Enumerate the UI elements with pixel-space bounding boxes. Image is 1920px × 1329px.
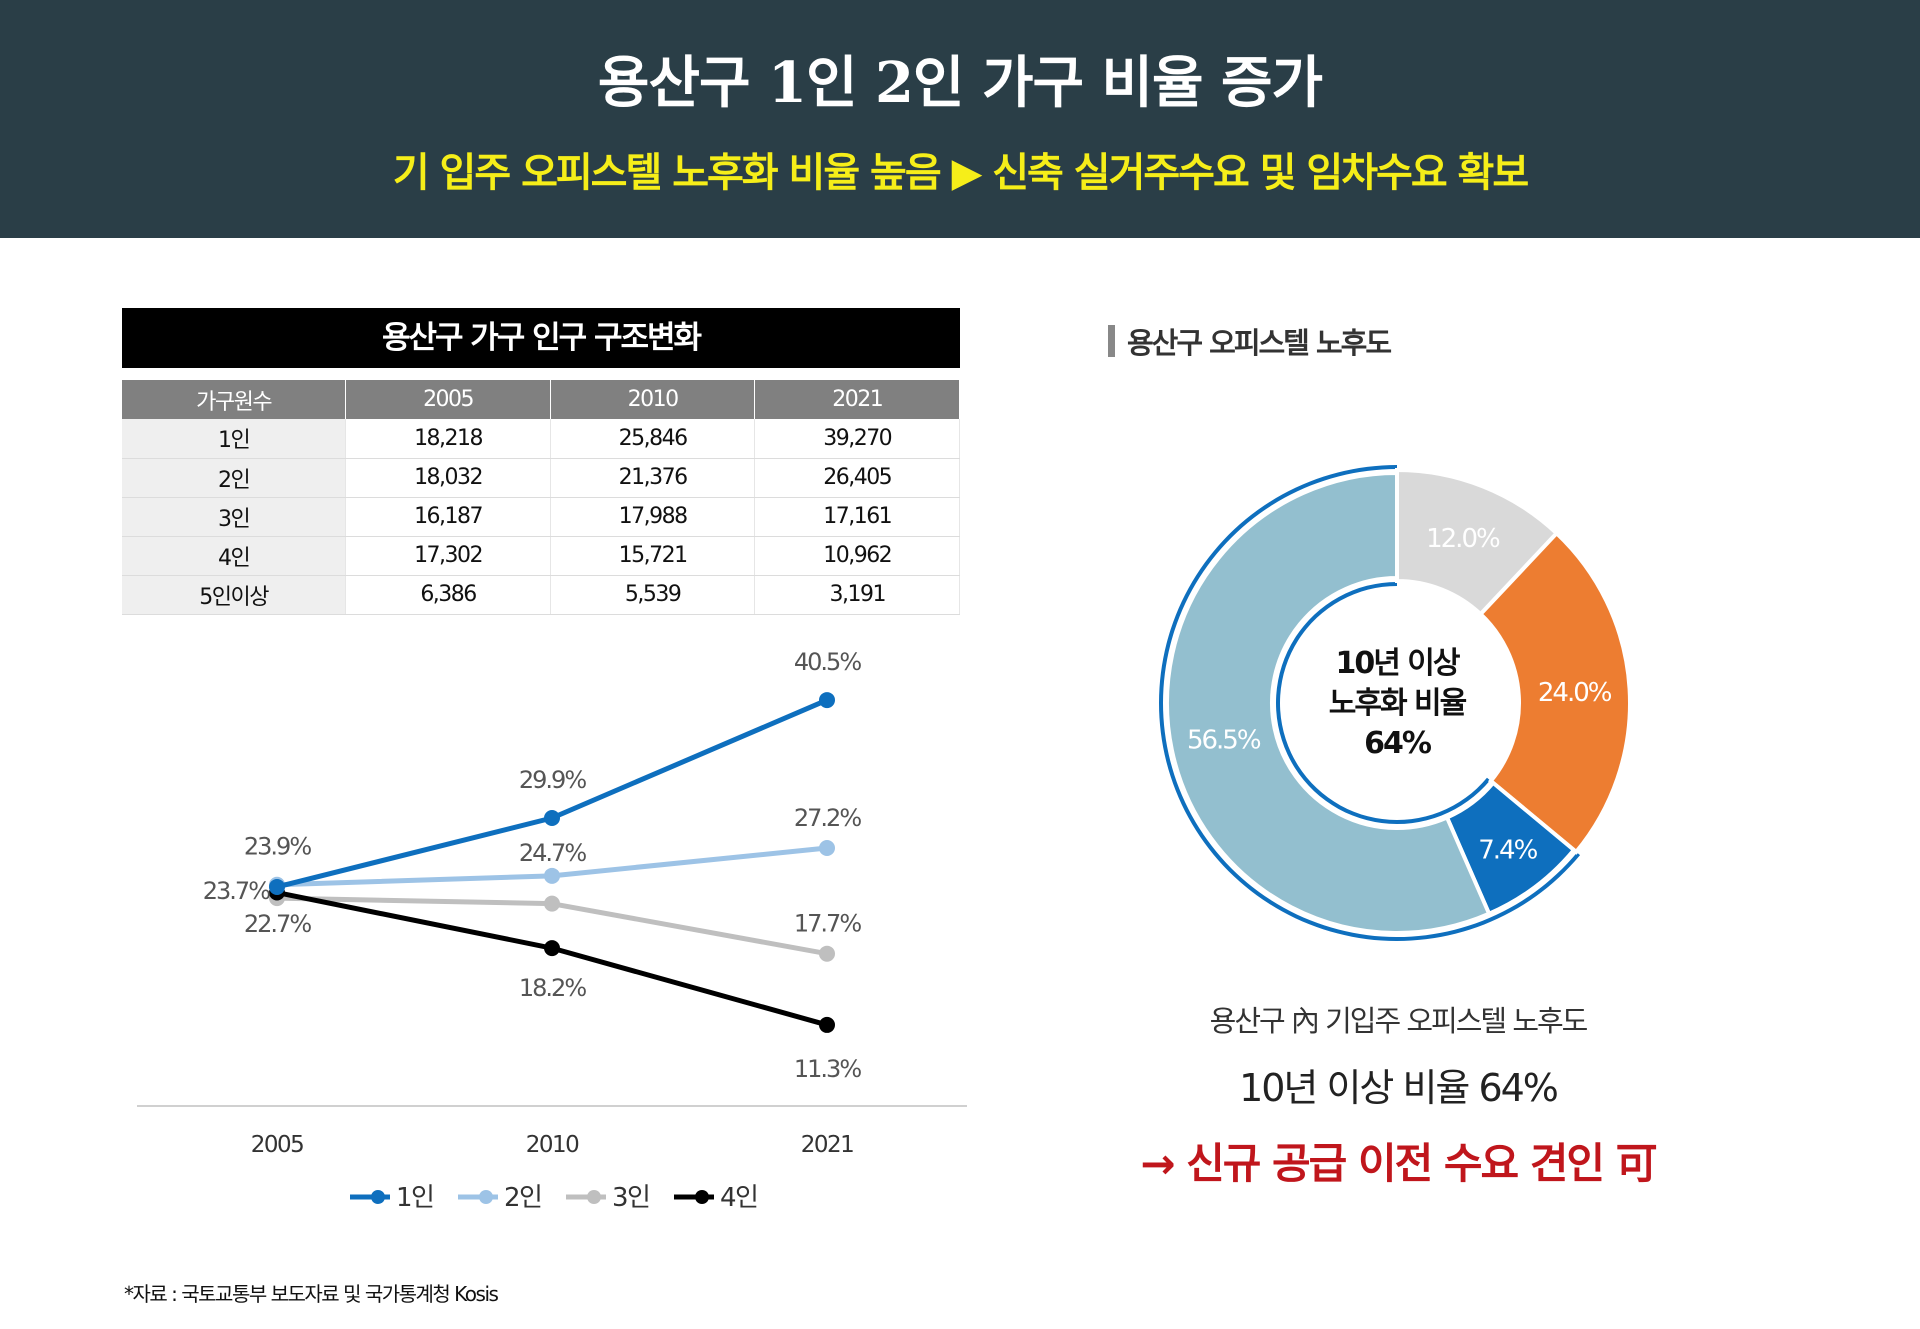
column-header: 2010 [550,380,756,419]
table-header-row: 가구원수 2005 2010 2021 [122,380,960,419]
data-point [544,895,560,912]
table-cell: 15,721 [550,536,756,576]
row-header: 5인이상 [122,575,347,615]
donut-center-label: 10년 이상 [1336,646,1461,681]
data-label: 27.2% [794,804,861,832]
donut-slice [1477,530,1632,855]
legend-label: 3인 [612,1183,649,1213]
x-tick-label: 2021 [801,1132,854,1158]
household-table: 가구원수 2005 2010 2021 1인 18,218 25,846 39,… [122,380,960,615]
table-cell: 21,376 [550,458,756,498]
data-point [819,840,835,857]
table-cell: 39,270 [754,419,960,459]
data-label: 23.7% [203,877,270,905]
data-point [544,867,560,884]
table-cell: 5,539 [550,575,756,615]
donut-caption: 용산구 內 기입주 오피스텔 노후도 [1209,1004,1589,1038]
table-cell: 17,161 [754,497,960,537]
legend-marker [587,1190,601,1204]
title-marker [1108,325,1115,357]
table-cell: 16,187 [345,497,551,537]
table-cell: 10,962 [754,536,960,576]
x-tick-label: 2010 [526,1132,579,1158]
row-header: 1인 [122,419,347,459]
table-cell: 26,405 [754,458,960,498]
slice-label: 24.0% [1538,678,1612,708]
table-row: 2인 18,032 21,376 26,405 [122,458,960,498]
table-cell: 17,302 [345,536,551,576]
data-label: 18.2% [519,974,586,1002]
table-cell: 25,846 [550,419,756,459]
data-point [269,878,285,895]
table-cell: 18,032 [345,458,551,498]
legend-marker [371,1190,385,1204]
legend-label: 1인 [396,1183,433,1213]
data-label: 22.7% [244,910,311,938]
donut-chart-title-text: 용산구 오피스텔 노후도 [1127,326,1392,360]
data-label: 23.9% [244,833,311,861]
household-ratio-line-chart: 2005 2010 2021 22.7% 17.7% 23.9% 24.7% 27.2% 18.… [137,650,967,1213]
legend: 1인 2인 3인 4인 [350,1183,759,1213]
column-header: 2005 [345,380,551,419]
slice-label: 7.4% [1478,836,1537,866]
row-header: 3인 [122,497,347,537]
table-row: 5인이상 6,386 5,539 3,191 [122,575,960,615]
table-cell: 3,191 [754,575,960,615]
donut-caption-conclusion: → 신규 공급 이전 수요 견인 可 [1140,1139,1657,1188]
table-cell: 6,386 [345,575,551,615]
data-label: 40.5% [794,650,861,676]
data-point [819,692,835,709]
table-title: 용산구 가구 인구 구조변화 [122,308,960,368]
column-header: 가구원수 [122,380,347,419]
slice-label: 56.5% [1187,725,1261,755]
data-point [544,940,560,957]
data-point [819,1016,835,1033]
page-subtitle: 기 입주 오피스텔 노후화 비율 높음 ▶ 신축 실거주수요 및 임차수요 확보 [392,150,1529,196]
data-point [819,945,835,962]
table-row: 1인 18,218 25,846 39,270 [122,419,960,459]
data-label: 17.7% [794,910,861,938]
data-label: 29.9% [519,766,586,794]
header-banner: 용산구 1인 2인 가구 비율 증가 기 입주 오피스텔 노후화 비율 높음 ▶… [0,0,1920,238]
x-tick-label: 2005 [251,1132,304,1158]
table-cell: 18,218 [345,419,551,459]
column-header: 2021 [754,380,960,419]
series-line-4인 [276,890,828,1028]
page-title: 용산구 1인 2인 가구 비율 증가 [597,50,1323,116]
table-row: 3인 16,187 17,988 17,161 [122,497,960,537]
data-label: 24.7% [519,839,586,867]
legend-marker [695,1190,709,1204]
source-note: *자료 : 국토교통부 보도자료 및 국가통계청 Kosis [124,1282,499,1306]
donut-caption-ratio: 10년 이상 비율 64% [1239,1066,1559,1110]
data-label: 11.3% [794,1055,861,1083]
row-header: 2인 [122,458,347,498]
row-header: 4인 [122,536,347,576]
donut-chart-title: 용산구 오피스텔 노후도 [1108,320,1392,362]
legend-label: 2인 [504,1183,541,1213]
legend-marker [479,1190,493,1204]
table-cell: 17,988 [550,497,756,537]
donut-center-label: 64% [1364,726,1432,761]
data-point [544,809,560,826]
table-row: 4인 17,302 15,721 10,962 [122,536,960,576]
slice-label: 12.0% [1426,524,1500,554]
donut-slice [1165,470,1492,935]
donut-center-label: 노후화 비율 [1329,686,1467,721]
legend-label: 4인 [720,1183,757,1213]
